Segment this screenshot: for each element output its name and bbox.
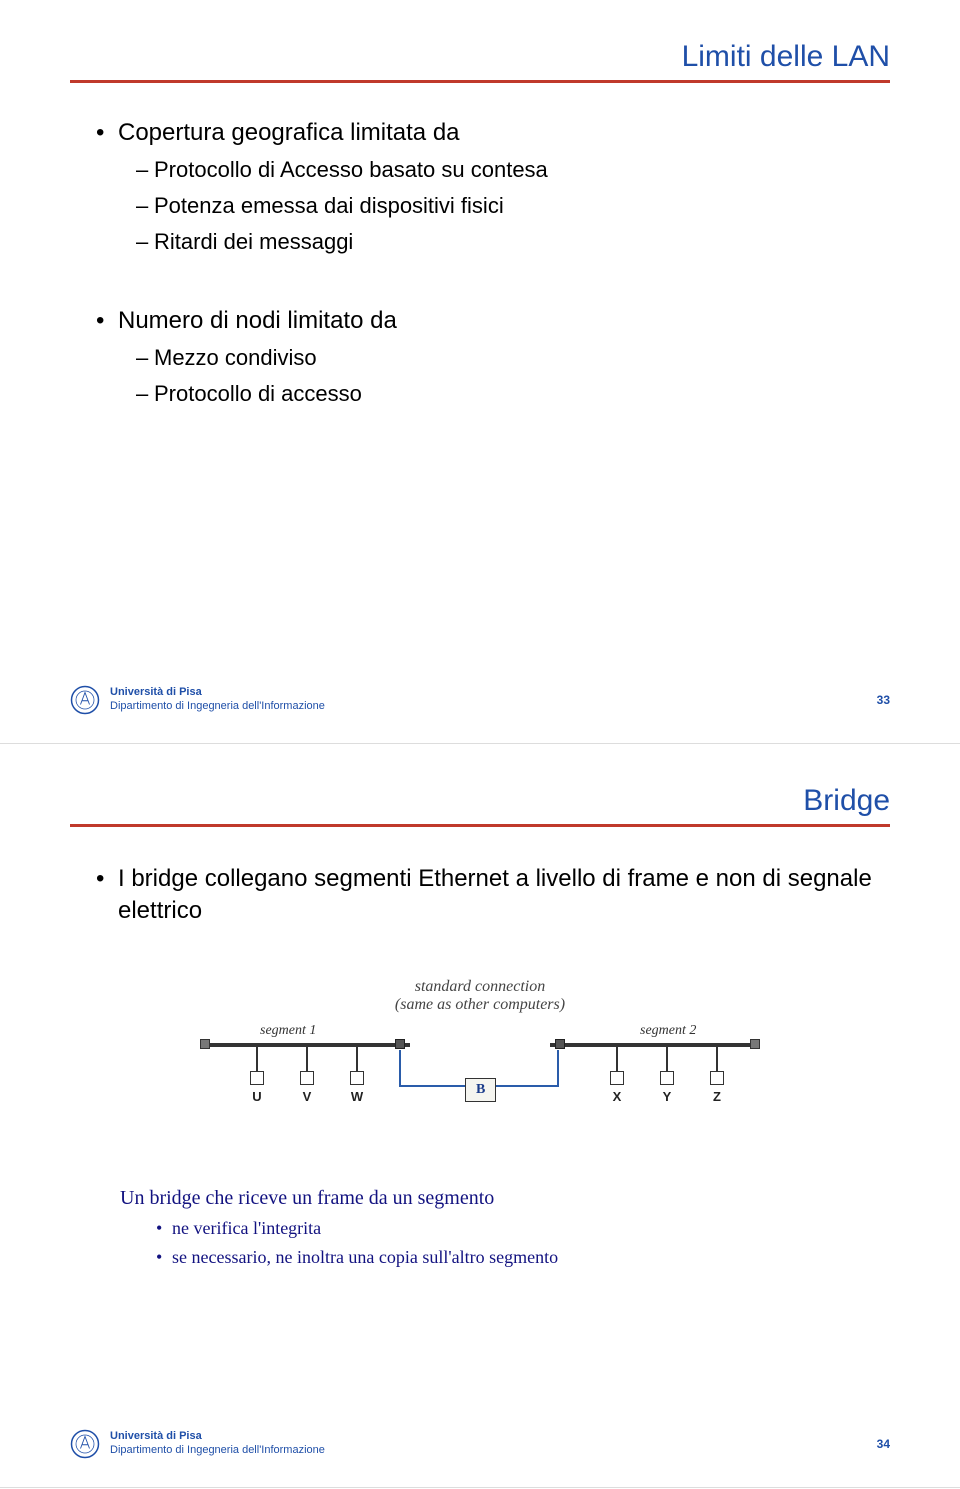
seg2-node-label-Y: Y (660, 1089, 674, 1104)
bullet-1-sub-1: Protocollo di Accesso basato su contesa (136, 157, 890, 183)
segment-1-label: segment 1 (260, 1023, 316, 1039)
page-number: 34 (877, 1437, 890, 1451)
diagram-caption-line1: standard connection (415, 978, 546, 995)
bullet-2-sub-2: Protocollo di accesso (136, 381, 890, 407)
seg1-drop-2 (356, 1047, 358, 1071)
callout-block: Un bridge che riceve un frame da un segm… (120, 1187, 890, 1268)
bridge-tap-right (555, 1039, 565, 1049)
footer-left: Università di Pisa Dipartimento di Ingeg… (70, 1429, 325, 1459)
bridge-tap-left (395, 1039, 405, 1049)
seg1-node-W (350, 1071, 364, 1085)
slide-content: Copertura geografica limitata da Protoco… (70, 119, 890, 407)
title-rule (70, 80, 890, 83)
slide-title: Bridge (70, 784, 890, 818)
callout-sub-2: se necessario, ne inoltra una copia sull… (160, 1247, 890, 1268)
diagram-caption-line2: (same as other computers) (395, 996, 565, 1013)
slide-footer: Università di Pisa Dipartimento di Ingeg… (70, 685, 890, 715)
seg2-drop-1 (666, 1047, 668, 1071)
page-number: 33 (877, 693, 890, 707)
seg1-node-V (300, 1071, 314, 1085)
seg2-node-X (610, 1071, 624, 1085)
segment-1-bus (208, 1043, 410, 1047)
segment-2-label: segment 2 (640, 1023, 696, 1039)
seg1-node-U (250, 1071, 264, 1085)
footer-left: Università di Pisa Dipartimento di Ingeg… (70, 685, 325, 715)
seg2-node-label-X: X (610, 1089, 624, 1104)
seg1-node-label-W: W (350, 1089, 364, 1104)
footer-university: Università di Pisa (110, 1430, 325, 1444)
seg2-drop-0 (616, 1047, 618, 1071)
seg2-drop-2 (716, 1047, 718, 1071)
network-diagram-canvas: segment 1 segment 2 U V W X Y Z B (200, 1023, 760, 1143)
bullet-1: Copertura geografica limitata da (102, 119, 890, 147)
slide-34: Bridge I bridge collegano segmenti Ether… (0, 744, 960, 1488)
bridge-diagram: standard connection (same as other compu… (200, 978, 760, 1143)
bullet-2-sub-1: Mezzo condiviso (136, 345, 890, 371)
footer-university: Università di Pisa (110, 686, 325, 700)
slide-content: I bridge collegano segmenti Ethernet a l… (70, 863, 890, 928)
title-rule (70, 824, 890, 827)
footer-department: Dipartimento di Ingegneria dell'Informaz… (110, 700, 325, 714)
university-seal-icon (70, 1429, 100, 1459)
footer-text: Università di Pisa Dipartimento di Ingeg… (110, 1430, 325, 1458)
segment-2-terminator (750, 1039, 760, 1049)
bullet-1: I bridge collegano segmenti Ethernet a l… (102, 863, 890, 928)
callout-sub-1: ne verifica l'integrita (160, 1218, 890, 1239)
seg1-node-label-V: V (300, 1089, 314, 1104)
bullet-1-sub-2: Potenza emessa dai dispositivi fisici (136, 193, 890, 219)
segment-2-bus (550, 1043, 752, 1047)
seg2-node-label-Z: Z (710, 1089, 724, 1104)
diagram-caption: standard connection (same as other compu… (200, 978, 760, 1015)
bullet-2: Numero di nodi limitato da (102, 307, 890, 335)
bullet-1-sub-3: Ritardi dei messaggi (136, 229, 890, 255)
callout-main: Un bridge che riceve un frame da un segm… (120, 1187, 890, 1210)
seg1-drop-1 (306, 1047, 308, 1071)
footer-text: Università di Pisa Dipartimento di Ingeg… (110, 686, 325, 714)
slide-footer: Università di Pisa Dipartimento di Ingeg… (70, 1429, 890, 1459)
seg2-node-Z (710, 1071, 724, 1085)
footer-department: Dipartimento di Ingegneria dell'Informaz… (110, 1444, 325, 1458)
seg2-node-Y (660, 1071, 674, 1085)
bridge-box: B (465, 1078, 496, 1102)
university-seal-icon (70, 685, 100, 715)
slide-33: Limiti delle LAN Copertura geografica li… (0, 0, 960, 744)
seg1-node-label-U: U (250, 1089, 264, 1104)
slide-title: Limiti delle LAN (70, 40, 890, 74)
seg1-drop-0 (256, 1047, 258, 1071)
segment-1-terminator (200, 1039, 210, 1049)
